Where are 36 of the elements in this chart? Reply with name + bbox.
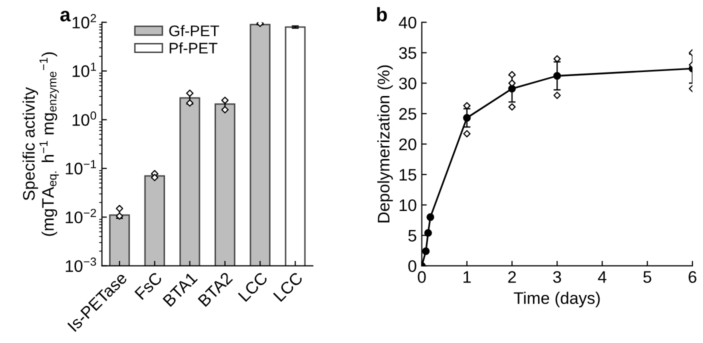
x-tick-label: 0 bbox=[418, 271, 426, 283]
y-tick-label: 10 bbox=[400, 199, 416, 212]
legend-label: Pf-PET bbox=[170, 42, 218, 54]
x-tick-label: 2 bbox=[508, 271, 516, 283]
y-tick-label: 10$^{0}$ bbox=[72, 111, 96, 126]
y-tick-label: 30 bbox=[399, 78, 416, 90]
text: Specific activity (mgTA$_{eq.}$ h$^{−1}$ mg$_{enzyme}$$^{−1}$) bbox=[22, 52, 59, 236]
y-tick-label: 35 bbox=[399, 47, 416, 59]
y-tick-label: 10$^{2}$ bbox=[72, 14, 96, 28]
point bbox=[553, 92, 561, 100]
y-tick-label: 10$^{−3}$ bbox=[66, 258, 96, 272]
x-tick-label: 3 bbox=[553, 271, 562, 283]
point bbox=[463, 102, 471, 110]
x-tick-label: 5 bbox=[643, 271, 652, 283]
y-tick-label: 25 bbox=[399, 108, 416, 120]
y-tick-label: 10$^{−2}$ bbox=[66, 208, 96, 224]
point bbox=[508, 70, 516, 78]
y-tick-label: 20 bbox=[399, 138, 416, 150]
x-tick-label: 1 bbox=[464, 271, 471, 283]
chart-title: a bbox=[60, 10, 71, 22]
y-tick-label: 40 bbox=[398, 16, 416, 28]
y-tick-label: 0 bbox=[408, 260, 416, 272]
point bbox=[508, 103, 516, 111]
point bbox=[553, 55, 561, 62]
x-tick-label: FsC bbox=[134, 271, 163, 300]
y-tick-label: 15 bbox=[400, 169, 416, 181]
x-tick-label: 6 bbox=[688, 271, 696, 283]
y-tick-label: 10$^{1}$ bbox=[72, 62, 96, 78]
y-tick-label: 10$^{−1}$ bbox=[66, 160, 96, 174]
x-axis-title: Time (days) bbox=[514, 292, 600, 308]
chart-title: b bbox=[377, 7, 387, 22]
y-tick-label: 5 bbox=[408, 230, 416, 242]
point bbox=[463, 130, 471, 138]
y-axis-title: Depolymerization (%) bbox=[377, 65, 393, 222]
legend-label: Gf-PET bbox=[169, 25, 220, 36]
x-tick-label: 4 bbox=[598, 271, 606, 283]
